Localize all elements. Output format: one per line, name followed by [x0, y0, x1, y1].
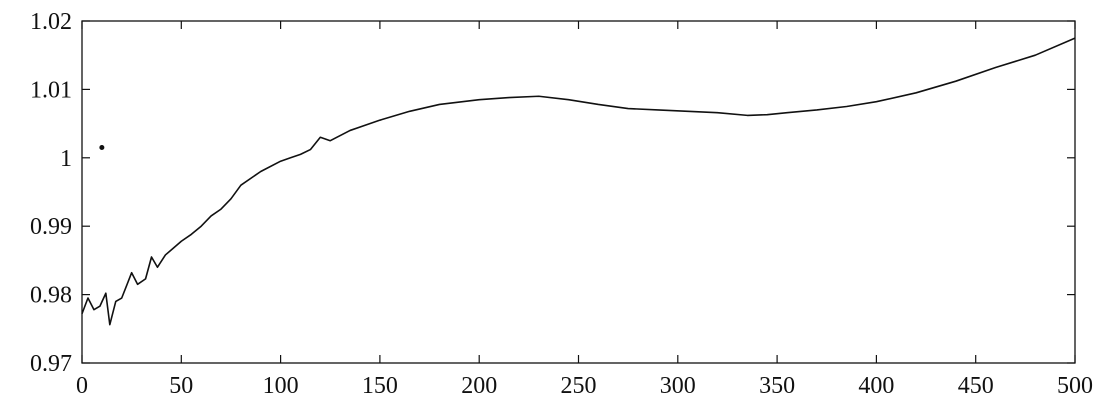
x-tick-label: 150	[362, 373, 398, 399]
x-tick-label: 250	[561, 373, 597, 399]
annotation-dot	[99, 145, 105, 151]
tick-labels-layer: 0 50 100 150 200 250 300 350 400 450 500 0.97 0.98 0.…	[30, 9, 1093, 399]
x-tick-label: 300	[660, 373, 696, 399]
y-tick-label: 0.97	[30, 351, 72, 377]
x-tick-label: 200	[461, 373, 497, 399]
data-layer	[81, 37, 1076, 326]
series-line	[81, 37, 1076, 326]
y-tick-label: 0.98	[30, 283, 72, 309]
ticks-layer	[81, 20, 1076, 364]
x-tick-label: 500	[1057, 373, 1093, 399]
plot-frame	[81, 20, 1076, 364]
y-tick-label: 1.01	[30, 77, 72, 103]
x-tick-label: 50	[169, 373, 193, 399]
y-tick-label: 1	[60, 146, 72, 172]
x-tick-label: 400	[858, 373, 894, 399]
x-tick-label: 350	[759, 373, 795, 399]
y-tick-label: 0.99	[30, 214, 72, 240]
y-tick-label: 1.02	[30, 9, 72, 35]
x-tick-label: 450	[958, 373, 994, 399]
x-tick-label: 0	[76, 373, 88, 399]
x-tick-label: 100	[263, 373, 299, 399]
